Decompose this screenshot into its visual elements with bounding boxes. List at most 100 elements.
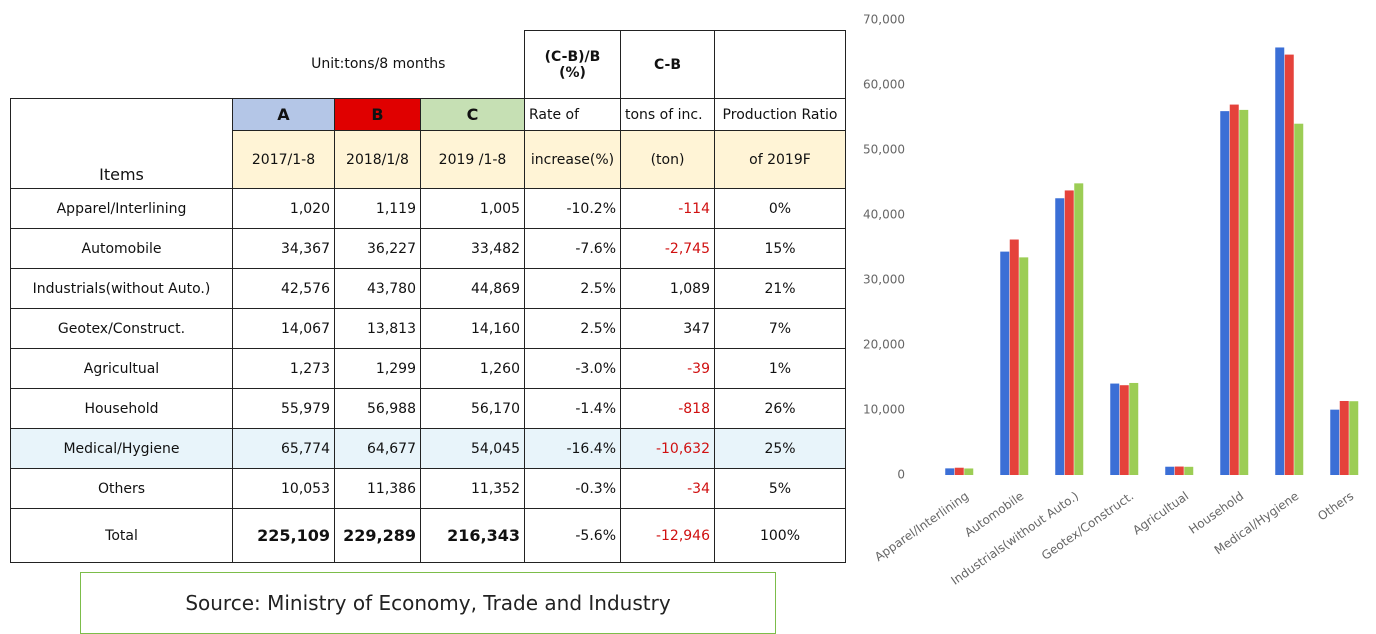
cell: 65,774 <box>232 428 335 469</box>
y-tick-label: 0 <box>897 468 905 482</box>
bar <box>1064 190 1074 475</box>
y-tick-label: 60,000 <box>863 78 905 92</box>
y-tick-label: 10,000 <box>863 403 905 417</box>
column-period: of 2019F <box>714 130 846 189</box>
header-row: 2017/1-8 2018/1/8 2019 /1-8 increase(%) (ton… <box>11 130 846 189</box>
cell: 13,813 <box>334 308 421 349</box>
header-row: Unit:tons/8 months (C-B)/B (%) C-B <box>11 30 846 99</box>
cell: 1% <box>714 348 846 389</box>
data-row: Medical/Hygiene 65,774 64,677 54,045 -16.4% -… <box>10 428 846 469</box>
cell: 1,005 <box>420 188 525 229</box>
bar <box>1220 111 1230 475</box>
bar <box>1000 251 1010 475</box>
blank <box>714 30 846 99</box>
bar <box>1009 239 1019 475</box>
cell: 5% <box>714 468 846 509</box>
cell: 347 <box>620 308 715 349</box>
bar <box>1119 385 1129 475</box>
bar <box>1174 466 1184 475</box>
x-tick-label: Apparel/Interlining <box>872 489 971 564</box>
cell: -10,632 <box>620 428 715 469</box>
bar <box>1330 409 1340 475</box>
data-row: Geotex/Construct. 14,067 13,813 14,160 2.5% 3… <box>10 308 846 349</box>
bar <box>1229 104 1239 475</box>
column-period: 2019 /1-8 <box>420 130 525 189</box>
bar <box>1349 401 1359 475</box>
cell: -16.4% <box>524 428 621 469</box>
cell: 1,119 <box>334 188 421 229</box>
header-row: Items A B C Rate of tons of inc. Production R… <box>10 98 846 189</box>
cell: 26% <box>714 388 846 429</box>
bar <box>1339 400 1349 475</box>
cell: -7.6% <box>524 228 621 269</box>
bar <box>1294 123 1304 476</box>
x-tick-label: Others <box>1315 489 1356 524</box>
x-tick-label: Agricultual <box>1130 489 1191 538</box>
bar <box>954 467 964 475</box>
items-header: Items <box>10 98 233 189</box>
item-name: Total <box>10 508 233 563</box>
cell: 55,979 <box>232 388 335 429</box>
cell: 7% <box>714 308 846 349</box>
cell: 56,988 <box>334 388 421 429</box>
column-period: 2018/1/8 <box>334 130 421 189</box>
cell: 54,045 <box>420 428 525 469</box>
bar <box>1019 257 1029 475</box>
y-tick-label: 30,000 <box>863 273 905 287</box>
bar <box>964 468 974 475</box>
cell: 15% <box>714 228 846 269</box>
item-name: Others <box>10 468 233 509</box>
cell: 1,273 <box>232 348 335 389</box>
data-row: Others 10,053 11,386 11,352 -0.3% -34 5% <box>10 468 846 509</box>
cell: 21% <box>714 268 846 309</box>
data-row: Industrials(without Auto.) 42,576 43,780 44… <box>10 268 846 309</box>
production-table: Unit:tons/8 months (C-B)/B (%) C-B Items… <box>10 30 846 563</box>
y-tick-label: 50,000 <box>863 143 905 157</box>
data-row: Household 55,979 56,988 56,170 -1.4% -818 26% <box>10 388 846 429</box>
column-period: (ton) <box>620 130 715 189</box>
column-period: 2017/1-8 <box>232 130 335 189</box>
column-header: Rate of <box>524 98 621 131</box>
y-tick-label: 20,000 <box>863 338 905 352</box>
unit-label: Unit:tons/8 months <box>311 56 446 73</box>
item-name: Industrials(without Auto.) <box>10 268 233 309</box>
bar <box>1074 183 1084 475</box>
bar <box>1129 382 1139 475</box>
bar <box>1239 109 1249 476</box>
bar <box>1110 383 1120 475</box>
cell: 42,576 <box>232 268 335 309</box>
cell: 100% <box>714 508 846 563</box>
cell: 34,367 <box>232 228 335 269</box>
bar <box>1165 466 1175 475</box>
item-name: Geotex/Construct. <box>10 308 233 349</box>
data-row: Automobile 34,367 36,227 33,482 -7.6% -2,745 1… <box>10 228 846 269</box>
y-tick-label: 70,000 <box>863 13 905 27</box>
cell: 11,352 <box>420 468 525 509</box>
bar <box>1055 198 1065 476</box>
y-tick-label: 40,000 <box>863 208 905 222</box>
cell: 11,386 <box>334 468 421 509</box>
cell: 229,289 <box>334 508 421 563</box>
item-name: Agricultual <box>10 348 233 389</box>
cell: 10,053 <box>232 468 335 509</box>
cell: -12,946 <box>620 508 715 563</box>
cell: 225,109 <box>232 508 335 563</box>
cell: -34 <box>620 468 715 509</box>
column-header: tons of inc. <box>620 98 715 131</box>
cell: 14,160 <box>420 308 525 349</box>
bar <box>1284 54 1294 476</box>
cell: 56,170 <box>420 388 525 429</box>
item-name: Medical/Hygiene <box>10 428 233 469</box>
bar <box>945 468 955 475</box>
cell: -3.0% <box>524 348 621 389</box>
bar <box>1275 47 1285 476</box>
cell: -10.2% <box>524 188 621 229</box>
cell: -1.4% <box>524 388 621 429</box>
cell: 216,343 <box>420 508 525 563</box>
x-tick-label: Geotex/Construct. <box>1039 489 1136 563</box>
rate-formula: (C-B)/B (%) <box>524 30 621 99</box>
data-row: Agricultual 1,273 1,299 1,260 -3.0% -39 1% <box>10 348 846 389</box>
bar <box>1184 466 1194 475</box>
